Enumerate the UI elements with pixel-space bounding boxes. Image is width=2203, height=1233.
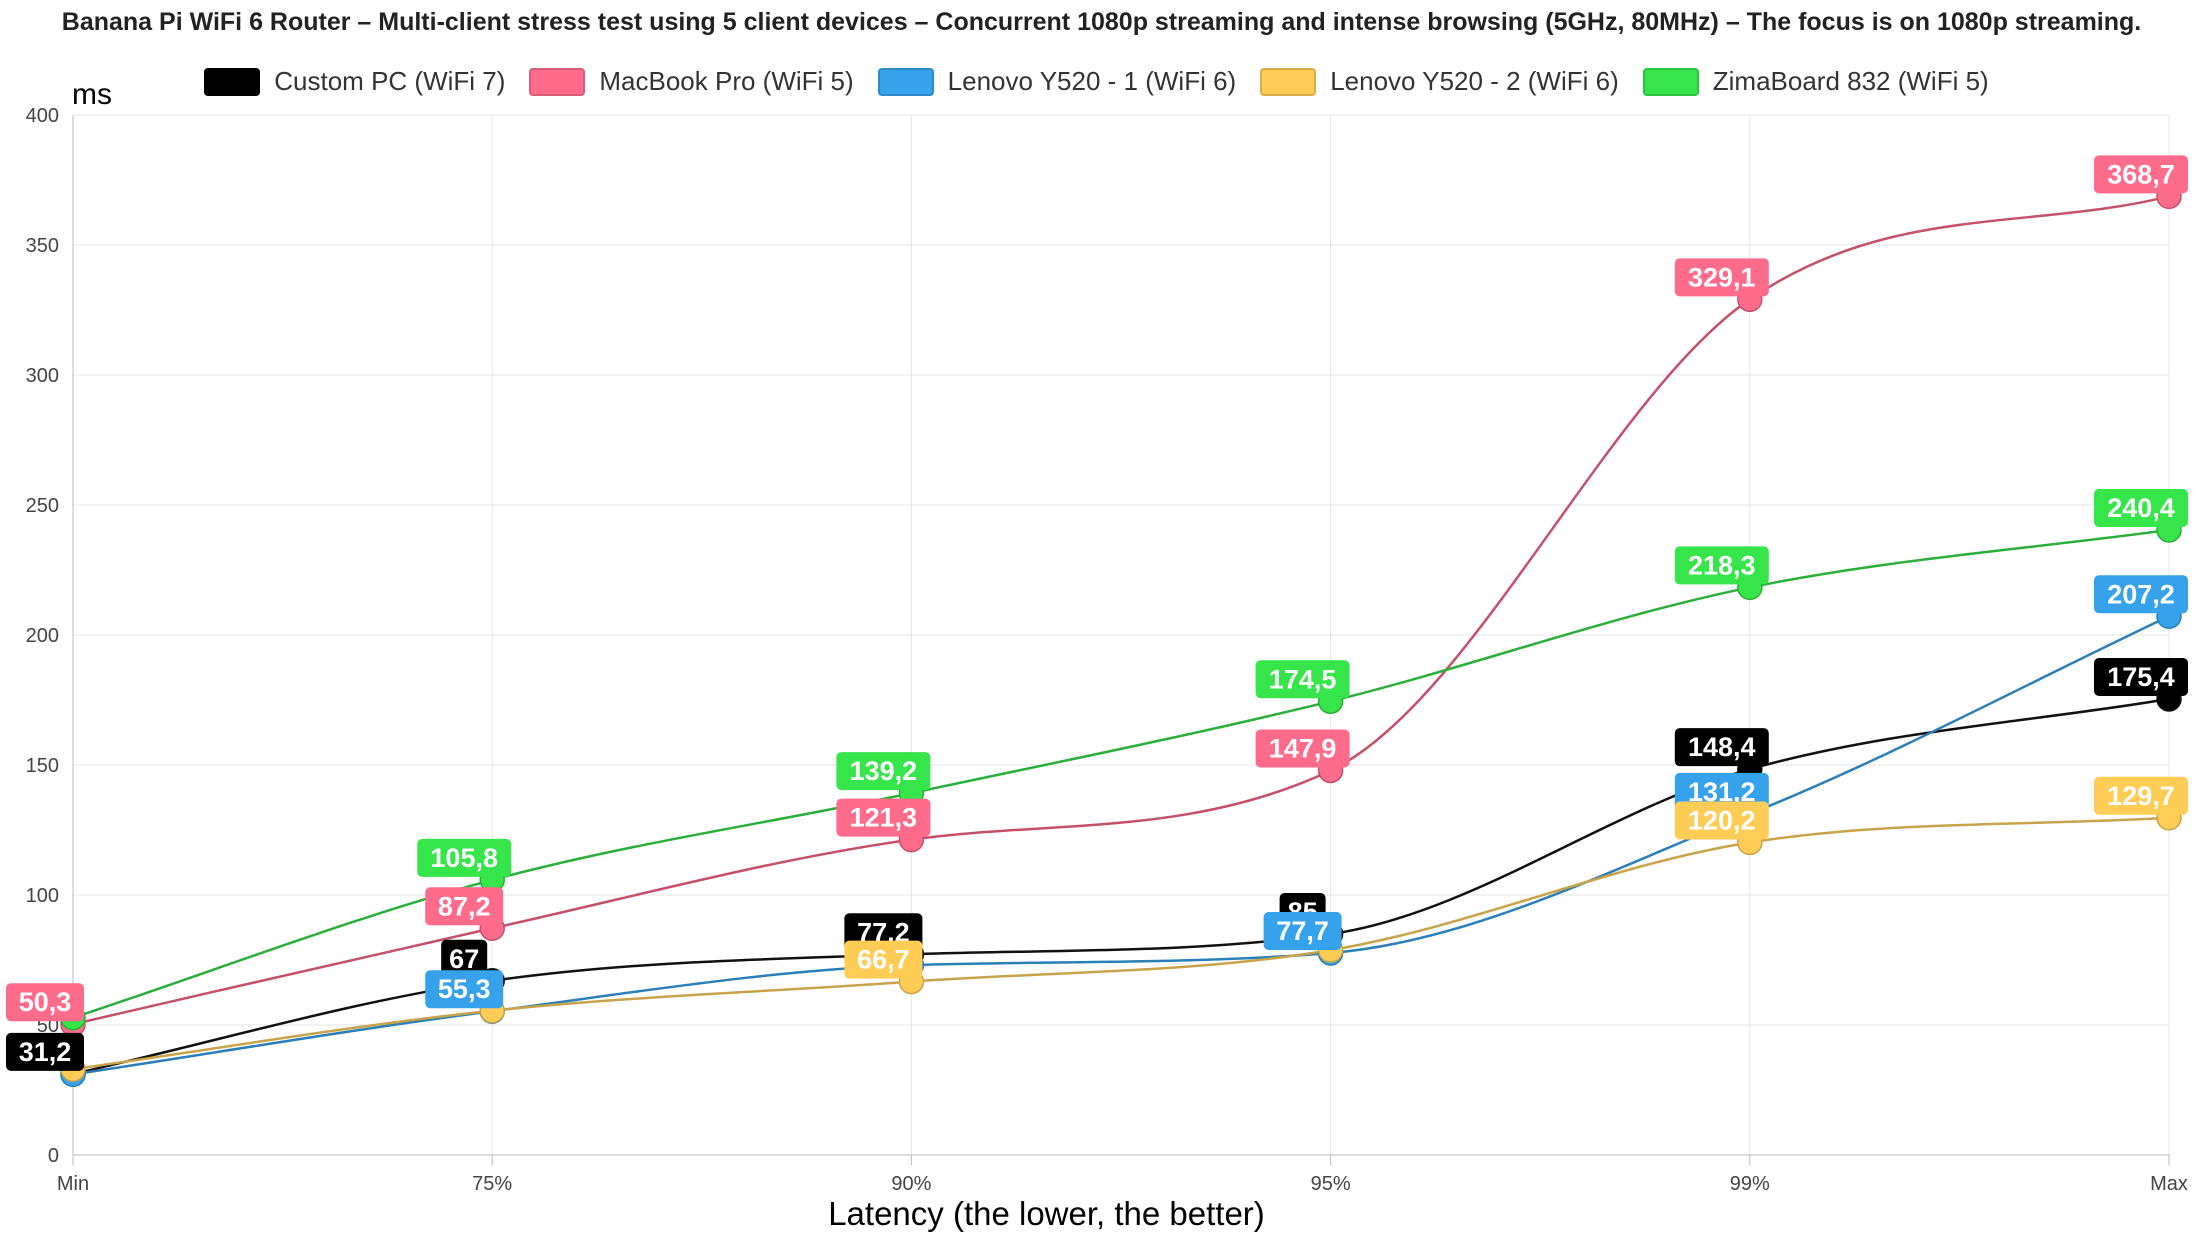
data-label: 50,3 <box>19 987 72 1017</box>
data-label-badge <box>2094 488 2188 527</box>
data-label-badge <box>1674 546 1769 585</box>
data-label: 240,4 <box>2107 493 2175 523</box>
data-label: 67 <box>449 944 479 974</box>
data-label: 66,7 <box>857 945 910 975</box>
data-label-badge <box>425 887 504 926</box>
series-line <box>72 697 2170 1076</box>
data-label-badge <box>6 983 84 1022</box>
legend-label: Lenovo Y520 - 1 (WiFi 6) <box>947 66 1237 96</box>
y-axis-unit: ms <box>72 78 112 111</box>
data-label-badge <box>836 752 931 791</box>
data-label: 31,2 <box>19 1037 72 1067</box>
y-tick-label: 300 <box>26 365 59 387</box>
data-label: 105,8 <box>430 843 498 873</box>
x-tick-label: Max <box>2150 1173 2188 1195</box>
data-label-badge <box>1255 660 1350 699</box>
legend-swatch <box>877 67 934 96</box>
chart-title: Banana Pi WiFi 6 Router – Multi-client s… <box>61 8 2142 36</box>
data-label-badge <box>1674 772 1769 811</box>
x-tick-label: 75% <box>472 1173 512 1195</box>
x-tick-label: 95% <box>1311 1173 1351 1195</box>
legend-item[interactable]: ZimaBoard 832 (WiFi 5) <box>1642 66 1989 97</box>
data-label-badge <box>1674 801 1769 840</box>
data-label: 218,3 <box>1688 550 1756 580</box>
data-label: 139,2 <box>850 756 918 786</box>
series-line <box>72 816 2170 1071</box>
series-line <box>72 195 2170 1026</box>
legend-label: ZimaBoard 832 (WiFi 5) <box>1712 66 1989 96</box>
legend-label: Lenovo Y520 - 2 (WiFi 6) <box>1330 66 1619 96</box>
data-label-badge <box>1674 258 1769 297</box>
data-label: 174,5 <box>1269 664 1337 694</box>
y-tick-label: 400 <box>26 105 59 127</box>
data-label-badge <box>836 798 931 837</box>
data-label: 120,2 <box>1688 805 1756 835</box>
legend-item[interactable]: Lenovo Y520 - 1 (WiFi 6) <box>877 66 1237 97</box>
series-line <box>72 615 2170 1076</box>
data-label-badge <box>2094 155 2188 194</box>
legend-swatch <box>204 67 261 96</box>
data-label-badge <box>2094 776 2188 815</box>
y-tick-label: 350 <box>26 235 59 257</box>
data-label: 329,1 <box>1688 262 1756 292</box>
data-label-badge <box>2094 575 2188 614</box>
legend-swatch <box>529 67 586 96</box>
x-tick-label: 90% <box>891 1173 931 1195</box>
series-line <box>72 528 2170 1019</box>
x-tick-label: 99% <box>1730 1173 1770 1195</box>
data-label-badge <box>425 970 504 1009</box>
data-label: 207,2 <box>2107 579 2175 609</box>
y-tick-label: 200 <box>26 625 59 647</box>
data-label: 368,7 <box>2107 159 2175 189</box>
legend-item[interactable]: MacBook Pro (WiFi 5) <box>529 66 854 97</box>
data-label-badge <box>1674 728 1769 767</box>
data-label: 77,7 <box>1276 916 1329 946</box>
data-label-badge <box>1263 911 1342 950</box>
x-tick-label: Min <box>57 1173 89 1195</box>
legend-swatch <box>1260 67 1317 96</box>
legend-item[interactable]: Custom PC (WiFi 7) <box>204 66 505 97</box>
data-label-badge <box>417 838 512 877</box>
data-label: 55,3 <box>438 974 491 1004</box>
legend-item[interactable]: Lenovo Y520 - 2 (WiFi 6) <box>1260 66 1619 97</box>
data-label: 87,2 <box>438 891 491 921</box>
y-tick-label: 150 <box>26 755 59 777</box>
data-label: 129,7 <box>2107 781 2175 811</box>
data-label-badge <box>441 939 488 978</box>
y-tick-label: 0 <box>48 1145 59 1167</box>
data-label-badge <box>844 940 923 979</box>
data-label-badge <box>6 1032 84 1071</box>
data-label: 147,9 <box>1269 733 1337 763</box>
data-label-badge <box>1255 729 1350 768</box>
x-axis-title: Latency (the lower, the better) <box>828 1195 1265 1232</box>
data-label: 175,4 <box>2107 662 2175 692</box>
data-label: 121,3 <box>850 803 918 833</box>
y-tick-label: 250 <box>26 495 59 517</box>
legend-label: MacBook Pro (WiFi 5) <box>599 66 854 96</box>
legend-label: Custom PC (WiFi 7) <box>274 66 506 96</box>
legend-swatch <box>1642 67 1699 96</box>
data-label-badge <box>2094 657 2188 696</box>
y-tick-label: 100 <box>26 885 59 907</box>
legend: Custom PC (WiFi 7) MacBook Pro (WiFi 5) Le… <box>0 66 2203 97</box>
data-label: 148,4 <box>1688 732 1756 762</box>
